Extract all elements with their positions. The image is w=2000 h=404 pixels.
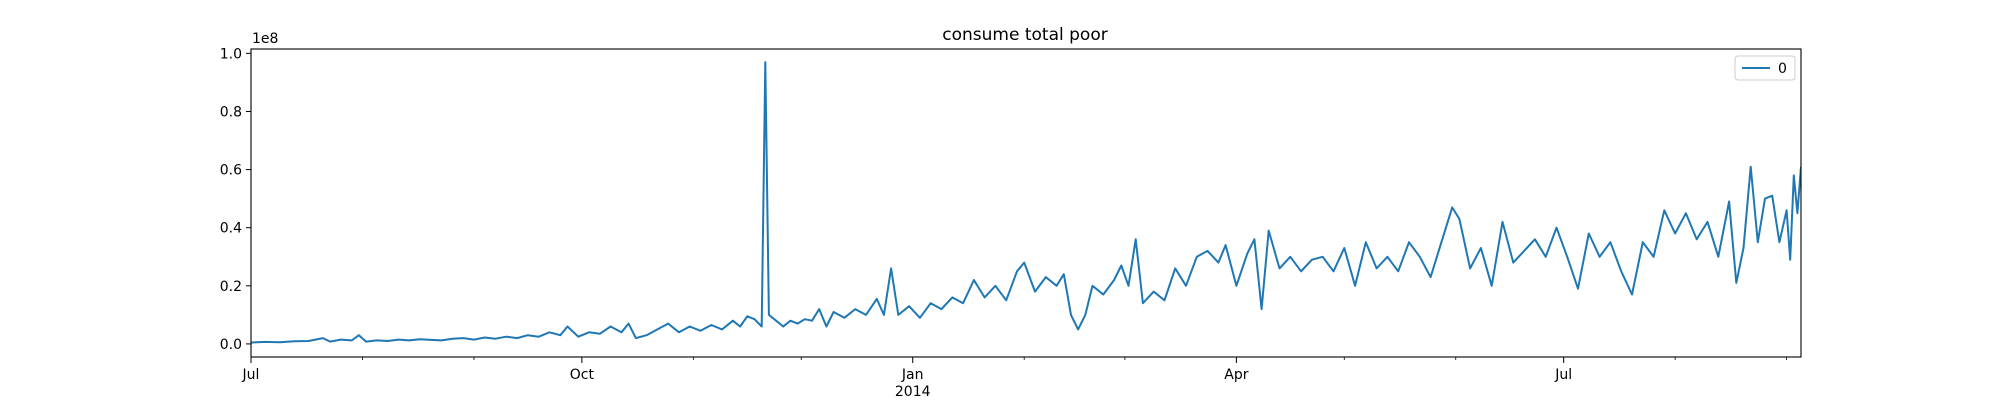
y-tick-label: 1.0 bbox=[220, 46, 242, 62]
x-tick-label: Oct bbox=[570, 367, 595, 383]
x-tick-label: Jul bbox=[1554, 367, 1572, 383]
axes-frame bbox=[250, 48, 1802, 358]
y-tick-label: 0.8 bbox=[220, 104, 242, 120]
chart-title: consume total poor bbox=[942, 25, 1107, 45]
legend-label: 0 bbox=[1778, 61, 1787, 77]
x-tick-label: Apr bbox=[1224, 367, 1248, 383]
y-tick-label: 0.2 bbox=[220, 279, 242, 295]
y-axis-ticks: 0.0 0.2 0.4 0.6 0.8 1.0 bbox=[220, 46, 251, 353]
y-tick-label: 0.0 bbox=[220, 337, 242, 353]
legend: 0 bbox=[1734, 55, 1796, 81]
series-line-0 bbox=[251, 61, 1801, 344]
x-tick-year-label: 2014 bbox=[895, 384, 931, 400]
x-tick-label: Jul bbox=[242, 367, 260, 383]
plot-area bbox=[251, 61, 1801, 344]
y-axis-offset-label: 1e8 bbox=[252, 31, 278, 47]
y-tick-label: 0.6 bbox=[220, 163, 242, 179]
x-tick-label: Jan bbox=[901, 367, 924, 383]
y-tick-label: 0.4 bbox=[220, 221, 242, 237]
